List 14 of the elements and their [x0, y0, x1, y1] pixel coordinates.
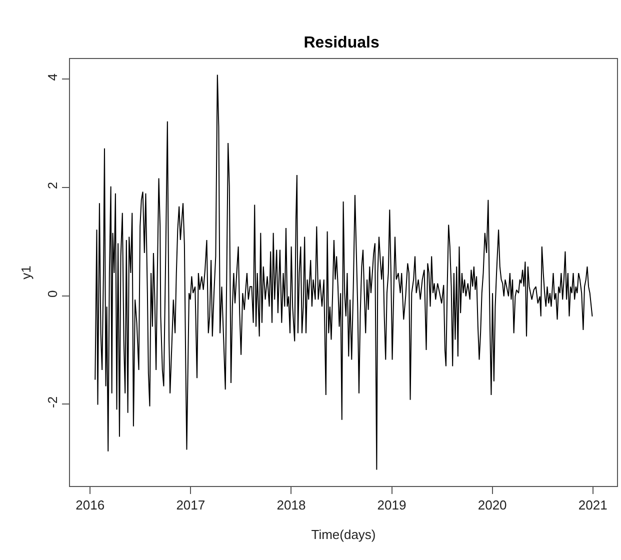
y-axis-title: y1	[18, 266, 34, 280]
x-tick-label: 2020	[478, 498, 507, 513]
x-tick-label: 2018	[276, 498, 306, 513]
x-tick-label: 2017	[176, 498, 206, 513]
x-tick-label: 2016	[76, 498, 105, 513]
line-series	[94, 74, 593, 470]
x-axis-title: Time(days)	[311, 527, 376, 542]
chart-title: Residuals	[304, 34, 380, 52]
y-tick-label: 0	[44, 290, 60, 298]
x-tick-label: 2019	[377, 498, 406, 513]
y-tick-label: -2	[44, 396, 60, 408]
x-tick-label: 2021	[578, 498, 608, 513]
y-tick-label: 4	[44, 73, 60, 81]
y-tick-label: 2	[44, 182, 60, 190]
